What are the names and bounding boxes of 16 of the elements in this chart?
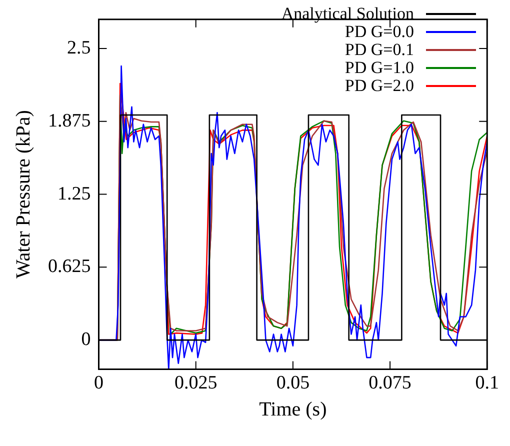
legend-label: PD G=0.0 [344,22,414,41]
x-tick-label: 0.075 [368,372,412,394]
x-tick-label: 0.025 [174,372,218,394]
legend-label: PD G=1.0 [344,58,414,77]
legend-label: Analytical Solution [281,4,414,23]
x-tick-label: 0.1 [475,372,499,394]
legend-label: PD G=0.1 [344,40,414,59]
y-tick-label: 2.5 [67,38,91,59]
y-tick-label: 0.625 [48,256,91,278]
y-tick-label: 0 [81,329,91,350]
y-tick-label: 1.875 [48,110,91,132]
y-tick-label: 1.25 [58,183,91,204]
y-axis-title: Water Pressure (kPa) [12,110,34,278]
x-tick-label: 0.05 [276,372,310,394]
legend-label: PD G=2.0 [344,76,414,95]
x-axis-title: Time (s) [259,398,327,420]
